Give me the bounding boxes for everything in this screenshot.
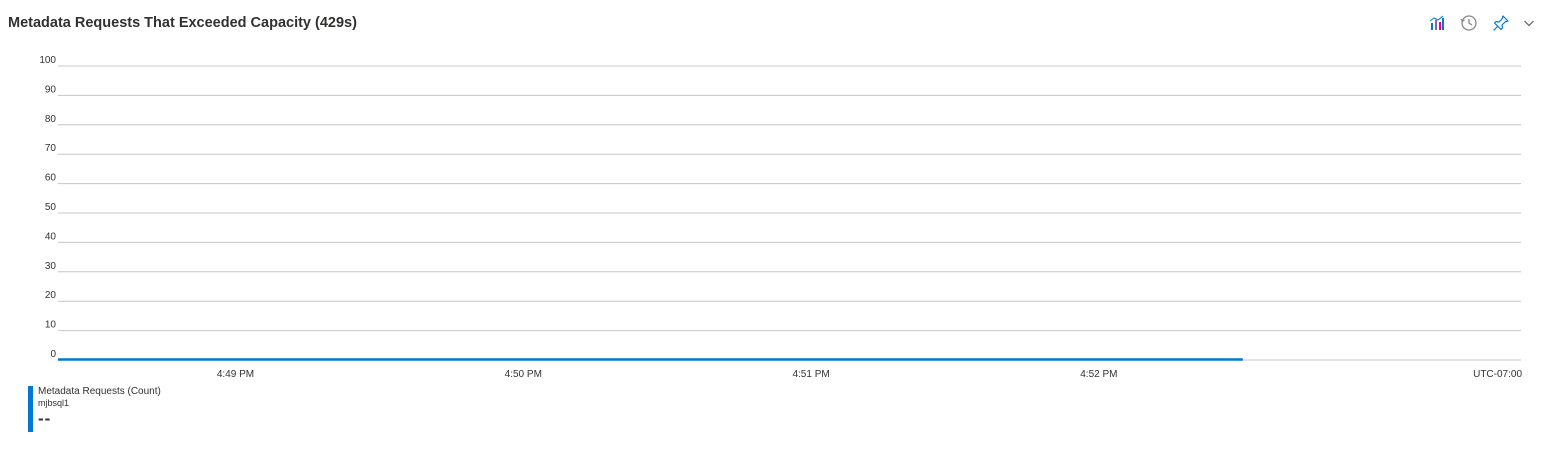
legend-resource-name: mjbsql1 <box>38 398 70 408</box>
x-tick-label: 4:51 PM <box>792 369 829 380</box>
chart-toolbar <box>1426 12 1536 34</box>
line-chart: 0 10 20 30 40 50 60 70 80 90 100 4:49 PM 4:50 PM 4:5… <box>39 55 1522 380</box>
legend-series-name: Metadata Requests (Count) <box>38 386 161 397</box>
y-tick-label: 90 <box>45 84 57 95</box>
x-axis-ticks: 4:49 PM 4:50 PM 4:51 PM 4:52 PM <box>217 369 1118 380</box>
y-axis-ticks: 0 10 20 30 40 50 60 70 80 90 100 <box>39 55 56 360</box>
y-tick-label: 70 <box>45 143 57 154</box>
chevron-down-icon[interactable] <box>1522 12 1536 34</box>
x-tick-label: 4:50 PM <box>505 369 542 380</box>
y-tick-label: 20 <box>45 290 57 301</box>
y-tick-label: 100 <box>39 55 56 66</box>
y-tick-label: 40 <box>45 231 57 242</box>
pin-icon[interactable] <box>1490 12 1512 34</box>
y-tick-label: 50 <box>45 202 57 213</box>
legend-summary-value: -- <box>38 409 52 428</box>
legend-color-swatch <box>28 386 33 432</box>
y-tick-label: 80 <box>45 114 57 125</box>
grid-lines <box>58 65 1521 361</box>
y-tick-label: 10 <box>45 320 57 331</box>
x-tick-label: 4:49 PM <box>217 369 254 380</box>
chart-title: Metadata Requests That Exceeded Capacity… <box>8 15 357 31</box>
y-tick-label: 0 <box>50 349 56 360</box>
chart-icon[interactable] <box>1426 12 1448 34</box>
timezone-label: UTC-07:00 <box>1473 369 1522 380</box>
legend-item[interactable]: Metadata Requests (Count) mjbsql1 -- <box>28 386 161 432</box>
history-icon[interactable] <box>1458 12 1480 34</box>
y-tick-label: 60 <box>45 173 57 184</box>
x-tick-label: 4:52 PM <box>1080 369 1117 380</box>
y-tick-label: 30 <box>45 261 57 272</box>
